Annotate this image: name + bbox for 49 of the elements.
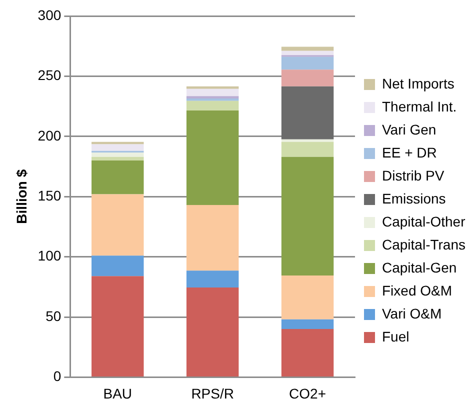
legend-label: Capital-Gen xyxy=(382,259,457,276)
legend-label: Fuel xyxy=(382,328,410,344)
legend-label: Vari O&M xyxy=(382,305,442,322)
y-tick-label: 150 xyxy=(38,187,62,204)
legend-label: Thermal Int. xyxy=(382,98,457,114)
bar xyxy=(281,142,334,157)
bar xyxy=(281,156,334,276)
x-tick-label: CO2+ xyxy=(289,385,326,402)
legend-label: Emissions xyxy=(382,190,446,206)
legend-label: Capital-Trans xyxy=(382,236,466,252)
bar xyxy=(281,275,334,320)
bar xyxy=(92,160,144,194)
y-tick-label: 0 xyxy=(53,368,62,384)
bar xyxy=(92,156,144,160)
bar xyxy=(186,86,239,89)
legend-label: Distrib PV xyxy=(382,167,445,184)
bar xyxy=(186,288,239,376)
bar xyxy=(92,144,144,151)
y-tick-label: 300 xyxy=(38,6,62,23)
bar xyxy=(92,152,144,157)
bar xyxy=(281,56,334,70)
y-tick-label: 100 xyxy=(38,248,62,264)
legend-label: Capital-Other xyxy=(382,213,466,230)
bar xyxy=(186,110,239,206)
bar xyxy=(186,205,239,271)
y-tick-label: 200 xyxy=(38,127,62,144)
legend-label: Fixed O&M xyxy=(382,282,452,298)
bar xyxy=(281,329,334,376)
y-tick-label: 250 xyxy=(38,67,62,84)
bar xyxy=(281,46,334,51)
legend-label: Vari Gen xyxy=(382,121,436,138)
x-tick-label: RPS/R xyxy=(191,385,234,402)
legend-label: EE + DR xyxy=(382,144,437,160)
bar xyxy=(92,276,144,376)
bar xyxy=(186,98,239,101)
bar xyxy=(281,50,334,56)
x-tick-label: BAU xyxy=(103,385,132,402)
bar xyxy=(281,70,334,86)
bar xyxy=(281,319,334,330)
bar xyxy=(92,256,144,276)
y-tick-label: 50 xyxy=(46,308,62,324)
bar xyxy=(186,88,239,96)
bar xyxy=(281,139,334,142)
legend-label: Net Imports xyxy=(382,75,454,92)
bar xyxy=(186,100,239,111)
bar xyxy=(281,86,334,140)
y-axis-title: Billion $ xyxy=(13,169,30,224)
bar xyxy=(92,194,144,256)
bar xyxy=(186,270,239,288)
